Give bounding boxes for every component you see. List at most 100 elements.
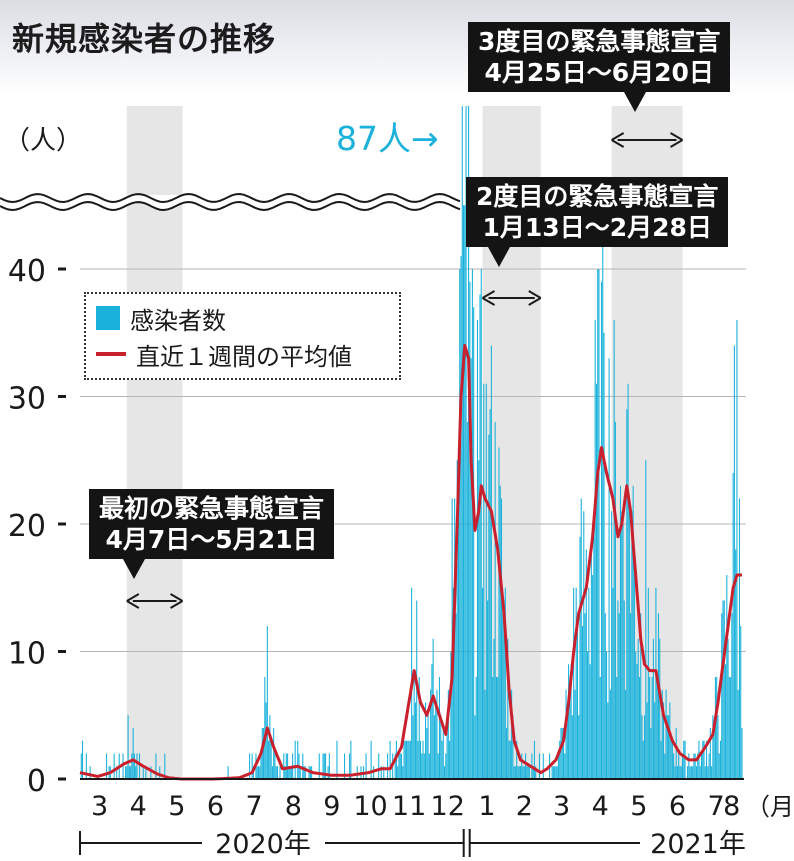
daily-bar [606, 651, 608, 779]
daily-bar [603, 332, 605, 779]
daily-bar [422, 740, 424, 779]
daily-bar [285, 753, 287, 779]
y-tick-label: 20 [8, 509, 46, 544]
daily-bar [711, 766, 713, 779]
daily-bar [588, 587, 590, 779]
daily-bar [85, 753, 87, 779]
daily-bar [602, 218, 604, 779]
daily-bar [403, 740, 405, 779]
x-tick-label: 2 [516, 791, 533, 822]
year-label-2020: 2020年 [215, 829, 311, 860]
daily-bar [349, 753, 351, 779]
daily-bar [417, 740, 419, 779]
daily-bar [287, 753, 289, 779]
daily-bar [565, 689, 567, 779]
daily-bar [709, 728, 711, 779]
daily-bar [611, 511, 613, 779]
legend-line-label: 直近１週間の平均値 [136, 342, 352, 371]
daily-bar [116, 766, 118, 779]
daily-bar [322, 753, 324, 779]
first-emergency-dates: 4月7日〜5月21日 [105, 525, 318, 554]
x-tick-label: 8 [285, 791, 302, 822]
y-axis-unit: （人） [4, 126, 82, 156]
x-tick-label: 5 [630, 791, 647, 822]
period-arrow-head [126, 593, 140, 609]
first-emergency-title: 最初の緊急事態宣言 [99, 494, 325, 523]
daily-bar [457, 447, 460, 779]
daily-bar [449, 740, 451, 779]
daily-bar [655, 587, 657, 779]
daily-bar [502, 613, 504, 779]
daily-bar [662, 702, 665, 779]
daily-bar [668, 715, 670, 779]
daily-bar [262, 728, 265, 779]
daily-bar [145, 766, 147, 779]
daily-bar [265, 702, 267, 779]
daily-bar [432, 638, 434, 779]
daily-bar [418, 677, 420, 779]
daily-bar [400, 753, 403, 779]
daily-bar [717, 715, 719, 779]
daily-bar [428, 753, 430, 779]
daily-bar [402, 766, 404, 779]
daily-bar [694, 753, 696, 779]
daily-bar [398, 753, 400, 779]
daily-bar [427, 715, 429, 779]
daily-bar [527, 766, 529, 779]
legend-item-line: 直近１週間の平均値 [96, 336, 352, 372]
daily-bar [509, 740, 511, 779]
daily-bar [618, 613, 620, 779]
daily-bar [578, 715, 580, 779]
daily-bar [126, 766, 128, 779]
daily-bar [128, 766, 130, 779]
daily-bar [607, 702, 609, 779]
daily-bar [669, 702, 671, 779]
daily-bar [535, 766, 537, 779]
daily-bar [608, 358, 610, 779]
daily-bar [619, 485, 622, 779]
daily-bar [430, 689, 432, 779]
daily-bar [506, 728, 508, 779]
daily-bar [404, 740, 406, 779]
legend-bar-swatch [96, 306, 120, 330]
daily-bar [647, 587, 649, 779]
daily-bar [523, 766, 525, 779]
daily-bar [699, 766, 701, 779]
daily-bar [136, 753, 138, 779]
daily-bar [645, 460, 647, 779]
daily-bar [698, 740, 700, 779]
daily-bar [131, 753, 133, 779]
daily-bar [687, 766, 689, 779]
period-arrow-head [482, 290, 496, 306]
x-tick-label: 4 [592, 791, 609, 822]
period-arrow-head [528, 290, 542, 306]
daily-bar [437, 753, 439, 779]
daily-bar [485, 383, 487, 779]
daily-bar [290, 766, 292, 779]
daily-bar [459, 269, 461, 779]
daily-bar [492, 677, 494, 779]
second-emergency-dates: 1月13日〜2月28日 [482, 213, 712, 242]
daily-bar [598, 269, 600, 779]
daily-bar [614, 422, 616, 779]
daily-bar [344, 753, 346, 779]
daily-bar [150, 766, 152, 779]
x-tick-label: 5 [168, 791, 185, 822]
daily-bar [159, 766, 161, 779]
daily-bar [495, 677, 497, 779]
daily-bar [476, 320, 478, 779]
third-emergency-title: 3度目の緊急事態宣言 [478, 27, 721, 56]
daily-bar [516, 740, 518, 779]
daily-bar [288, 766, 290, 779]
daily-bar [700, 753, 703, 779]
x-tick-label: 7 [707, 791, 724, 822]
y-tick-label: 0 [27, 764, 46, 799]
legend: 感染者数 直近１週間の平均値 [84, 292, 401, 380]
daily-bar [640, 613, 642, 779]
emergency-band-1 [126, 106, 183, 779]
daily-bar [626, 409, 628, 779]
daily-bar [387, 753, 389, 779]
daily-bar [269, 715, 271, 779]
daily-bar [511, 689, 513, 779]
daily-bar [380, 766, 382, 779]
